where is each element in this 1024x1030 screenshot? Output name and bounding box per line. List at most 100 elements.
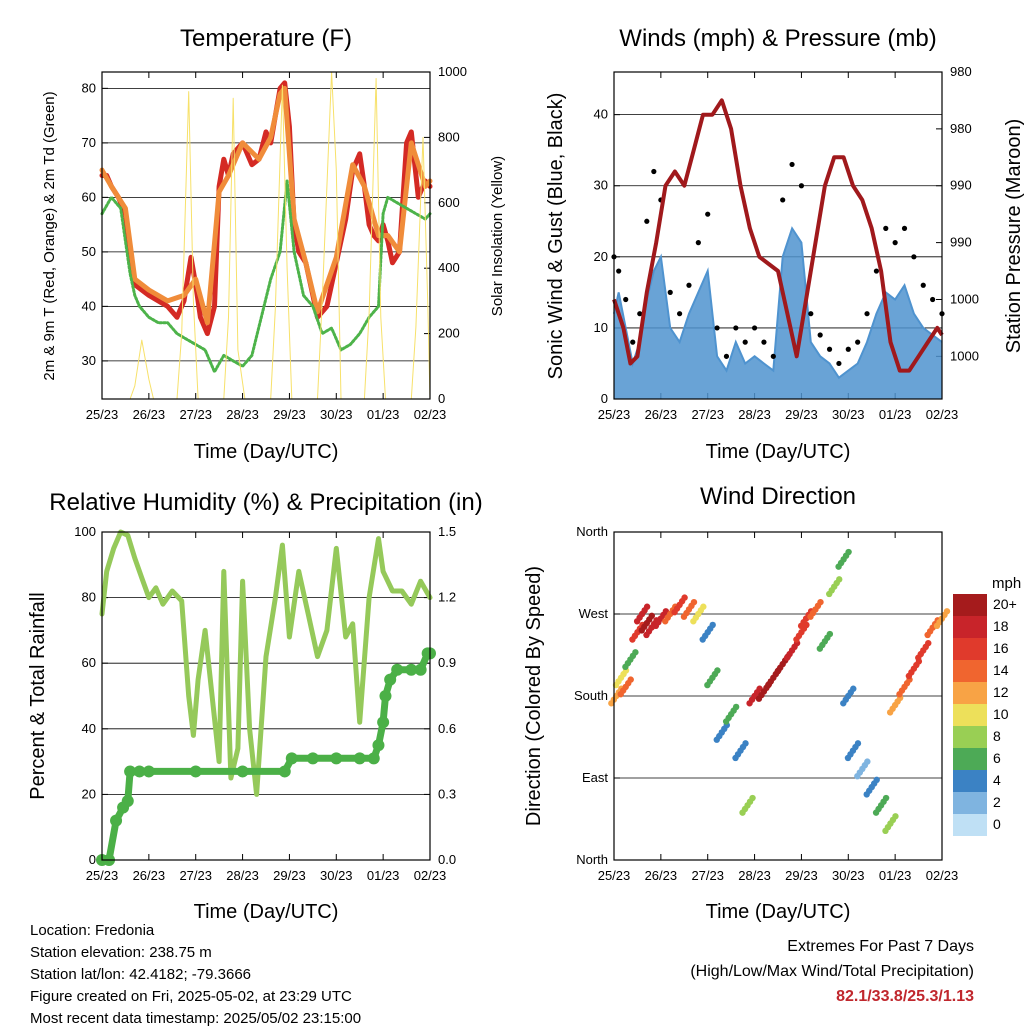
gust-point (637, 311, 643, 317)
y-tick-label: 60 (82, 189, 96, 204)
x-tick-label: 02/23 (926, 407, 959, 422)
wind-ylabel-right: Station Pressure (Maroon) (1003, 119, 1024, 354)
gust-point (789, 161, 795, 168)
latlon-text: Station lat/lon: 42.4182; -79.3666 (30, 966, 252, 983)
gust-point (883, 225, 889, 231)
wdir-ylabel-left: Direction (Colored By Speed) (523, 566, 545, 826)
gust-point (630, 339, 636, 345)
direction-point (854, 740, 862, 747)
colorbar-label: 14 (993, 662, 1009, 678)
colorbar-label: 10 (993, 706, 1009, 722)
series-line-station-pressure (612, 98, 944, 373)
x-tick-label: 25/23 (86, 868, 119, 883)
x-tick-label: 29/23 (273, 868, 306, 883)
colorbar-swatch (953, 682, 987, 704)
direction-point (925, 639, 932, 647)
wind-ylabel-left: Sonic Wind & Gust (Blue, Black) (545, 93, 567, 380)
rh-xlabel: Time (Day/UTC) (194, 901, 339, 923)
rainfall-point (405, 663, 418, 676)
gust-point (651, 168, 657, 175)
gust-point (705, 211, 711, 217)
gust-point (742, 339, 748, 345)
direction-point (648, 612, 655, 620)
gust-point (911, 254, 917, 260)
gust-point (751, 325, 758, 331)
y-tick-label: 40 (594, 107, 608, 122)
rainfall-point (367, 752, 380, 765)
temperature-xlabel: Time (Day/UTC) (194, 441, 339, 463)
gust-point (920, 282, 926, 288)
direction-point (732, 703, 740, 711)
extremes-info: Extremes For Past 7 Days (High/Low/Max W… (690, 934, 974, 1009)
y2-tick-label: 1000 (950, 348, 979, 363)
x-tick-label: 29/23 (273, 407, 306, 422)
x-tick-label: 26/23 (133, 407, 166, 422)
colorbar-label: 18 (993, 618, 1009, 634)
y-tick-label: North (576, 524, 608, 539)
direction-point (864, 758, 871, 765)
plot-frame (613, 71, 943, 400)
y-tick-label: 100 (74, 524, 96, 539)
extremes-values: 82.1/33.8/25.3/1.13 (836, 988, 974, 1005)
x-tick-label: 02/23 (926, 868, 959, 883)
y-tick-label: 50 (82, 244, 96, 259)
direction-point (850, 685, 857, 692)
colorbar-swatch (953, 638, 987, 660)
wind-xlabel: Time (Day/UTC) (706, 441, 851, 463)
y2-tick-label: 800 (438, 129, 460, 144)
x-tick-label: 01/23 (367, 868, 400, 883)
y2-tick-label: 990 (950, 235, 972, 250)
y-tick-label: 40 (82, 721, 96, 736)
gust-point (644, 218, 650, 224)
gust-point (855, 339, 861, 345)
gust-point (930, 296, 936, 303)
y-tick-label: 30 (594, 178, 608, 193)
y2-tick-label: 600 (438, 195, 460, 210)
rh-title: Relative Humidity (%) & Precipitation (i… (49, 489, 482, 516)
y-tick-label: 20 (594, 249, 608, 264)
x-tick-label: 27/23 (179, 868, 212, 883)
y-tick-label: 80 (82, 590, 96, 605)
x-tick-label: 28/23 (226, 407, 259, 422)
created-text: Figure created on Fri, 2025-05-02, at 23… (30, 988, 352, 1005)
rainfall-point (306, 752, 319, 765)
direction-point (817, 598, 824, 606)
direction-point (749, 794, 756, 802)
extremes-subtitle: (High/Low/Max Wind/Total Precipitation) (690, 963, 974, 980)
colorbar-swatch (953, 616, 987, 638)
x-tick-label: 26/23 (645, 868, 678, 883)
x-tick-label: 02/23 (414, 868, 447, 883)
gust-point (714, 325, 720, 331)
colorbar-label: 4 (993, 772, 1001, 788)
x-tick-label: 01/23 (367, 407, 400, 422)
colorbar-swatch (953, 748, 987, 770)
wdir-xlabel: Time (Day/UTC) (706, 901, 851, 923)
rainfall-point (278, 765, 291, 778)
x-tick-label: 30/23 (832, 407, 865, 422)
temperature-title: Temperature (F) (180, 25, 352, 52)
recent-data-text: Most recent data timestamp: 2025/05/02 2… (30, 1010, 362, 1027)
x-tick-label: 25/23 (86, 407, 119, 422)
series-line-9m-t (99, 85, 433, 326)
rainfall-point (330, 752, 343, 765)
rainfall-point (121, 794, 134, 807)
colorbar-swatch (953, 792, 987, 814)
y-tick-label: 20 (82, 786, 96, 801)
colorbar-label: 20+ (993, 596, 1017, 612)
direction-point (627, 676, 634, 683)
y2-tick-label: 0.0 (438, 852, 456, 867)
gust-point (623, 296, 629, 303)
rainfall-point (133, 765, 146, 778)
rainfall-point (372, 739, 385, 752)
plot-frame (101, 531, 431, 861)
direction-point (632, 649, 639, 656)
series-line-2m-td (100, 179, 432, 374)
y-tick-label: 60 (82, 655, 96, 670)
rainfall-point (110, 814, 123, 827)
gust-point (873, 268, 880, 274)
y-tick-label: North (576, 852, 608, 867)
direction-point (714, 667, 721, 674)
y-tick-label: East (582, 770, 608, 785)
x-tick-label: 30/23 (832, 868, 865, 883)
wind-title: Winds (mph) & Pressure (mb) (619, 25, 936, 52)
